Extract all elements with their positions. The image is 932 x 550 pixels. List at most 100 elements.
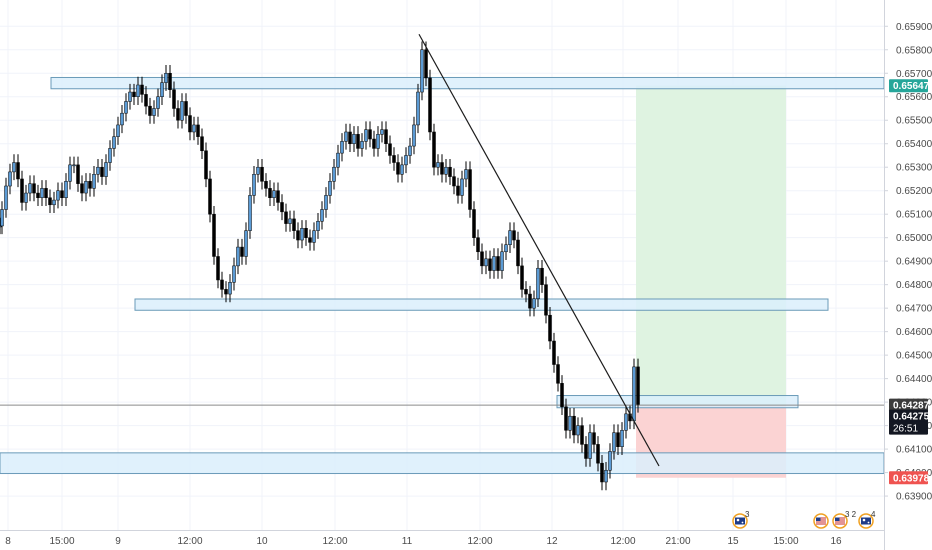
zone-support-low[interactable] <box>0 452 885 475</box>
candle <box>352 126 356 152</box>
zone-support-mid[interactable] <box>134 298 829 311</box>
candle <box>320 201 324 230</box>
price-tick-label: 0.64400 <box>896 374 932 385</box>
candle <box>564 398 568 439</box>
trend-line[interactable] <box>418 33 660 467</box>
svg-text:0.64287: 0.64287 <box>893 401 930 412</box>
event-count: 3 2 <box>845 510 857 519</box>
candle <box>44 180 48 206</box>
candle <box>208 170 212 223</box>
candle <box>432 123 436 176</box>
candle <box>56 182 60 209</box>
candle <box>576 417 580 444</box>
candle <box>144 86 148 115</box>
time-tick-label: 12:00 <box>467 536 492 547</box>
position-tool[interactable] <box>636 85 786 478</box>
candle <box>200 128 204 159</box>
price-tick-label: 0.65000 <box>896 233 932 244</box>
candle <box>40 180 44 206</box>
candle <box>136 76 140 105</box>
candle <box>596 436 600 472</box>
candle <box>224 281 228 303</box>
candle <box>60 182 64 206</box>
candle <box>52 191 56 214</box>
candle <box>68 156 72 190</box>
au-flag-icon[interactable]: 3 <box>732 510 750 529</box>
price-tick-label: 0.65600 <box>896 92 932 103</box>
time-tick-label: 8 <box>5 536 11 547</box>
candle <box>360 133 364 157</box>
candle <box>252 166 256 204</box>
candle <box>296 222 300 249</box>
candle <box>540 260 544 293</box>
candle <box>508 222 512 253</box>
candle <box>544 276 548 324</box>
event-count: 3 <box>745 510 750 519</box>
time-tick-label: 9 <box>115 536 121 547</box>
candle <box>384 121 388 152</box>
economic-events[interactable]: 3 3 2 4 <box>732 510 876 529</box>
candle <box>176 100 180 129</box>
price-tick-label: 0.65900 <box>896 22 932 33</box>
us-flag-icon[interactable]: 3 2 <box>832 510 857 529</box>
zone-resistance[interactable] <box>50 76 885 90</box>
candle <box>180 93 184 129</box>
candle <box>172 81 176 117</box>
candle <box>452 168 456 195</box>
candle <box>420 41 424 101</box>
price-tick-label: 0.64800 <box>896 280 932 291</box>
candle <box>228 274 232 303</box>
candle <box>72 156 76 174</box>
candle <box>328 173 332 204</box>
candle <box>380 121 384 143</box>
candle <box>184 93 188 124</box>
candle <box>616 424 620 455</box>
candle <box>548 306 552 350</box>
candle <box>304 220 308 246</box>
candle <box>376 126 380 157</box>
candle <box>600 454 604 491</box>
us-flag-icon[interactable] <box>813 513 829 529</box>
au-flag-icon[interactable]: 4 <box>858 510 876 529</box>
candle <box>464 161 468 188</box>
candle <box>256 158 260 183</box>
candle <box>568 407 572 439</box>
candle <box>400 156 404 183</box>
candle <box>308 229 312 251</box>
profit-zone <box>636 85 786 406</box>
candle <box>212 205 216 265</box>
time-tick-label: 21:00 <box>665 536 690 547</box>
candle <box>64 173 68 206</box>
candle <box>396 154 400 183</box>
svg-text:26:51: 26:51 <box>893 424 918 435</box>
candle <box>32 175 36 202</box>
zone-entry[interactable] <box>556 395 799 409</box>
candle <box>368 121 372 148</box>
candle <box>324 187 328 218</box>
svg-text:0.63978: 0.63978 <box>893 473 930 484</box>
candle <box>152 100 156 124</box>
candle <box>512 222 516 249</box>
candle <box>336 144 340 176</box>
candle <box>556 356 560 392</box>
candle <box>532 290 536 317</box>
candle <box>292 210 296 239</box>
candle <box>356 126 360 157</box>
candle <box>316 213 320 239</box>
candle <box>480 243 484 275</box>
candle <box>48 189 52 214</box>
candle <box>116 116 120 145</box>
candle <box>620 422 624 455</box>
candle <box>484 250 488 275</box>
candle <box>8 163 12 195</box>
candlesticks <box>0 41 640 491</box>
candle <box>220 271 224 298</box>
candle <box>392 147 396 171</box>
candle <box>444 158 448 183</box>
candle <box>560 375 564 416</box>
candle <box>552 332 556 373</box>
time-axis[interactable]: 8 15:00 9 12:00 10 12:00 11 12:00 12 12:00 21:00 15… <box>0 530 884 548</box>
candle <box>240 238 244 265</box>
candle <box>344 123 348 150</box>
